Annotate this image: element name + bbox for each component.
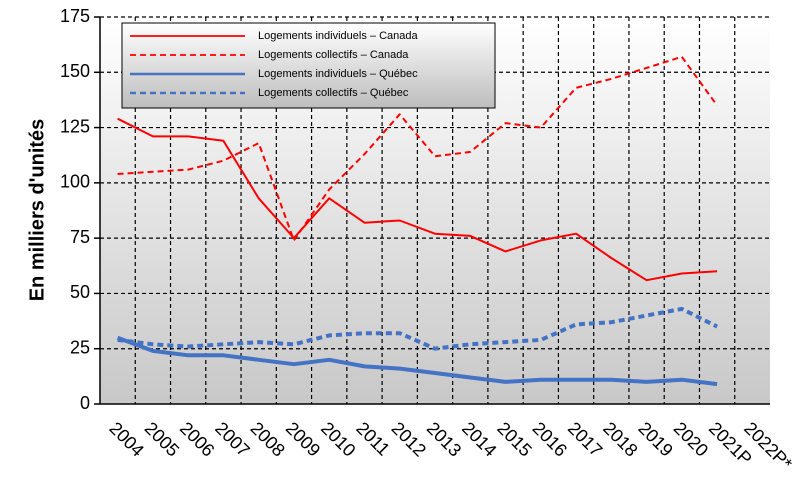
y-axis-label: En milliers d'unités xyxy=(26,119,48,302)
x-tick-label: 2005 xyxy=(141,418,183,460)
x-tick-label: 2012 xyxy=(388,418,430,460)
y-tick-label: 0 xyxy=(80,393,90,413)
x-tick-label: 2015 xyxy=(493,418,535,460)
x-tick-label: 2020 xyxy=(670,418,712,460)
x-tick-label: 2008 xyxy=(246,418,288,460)
legend-label: Logements individuels – Québec xyxy=(258,68,418,80)
x-tick-label: 2009 xyxy=(282,418,324,460)
x-tick-label: 2013 xyxy=(423,418,465,460)
y-tick-label: 100 xyxy=(60,172,90,192)
x-tick-label: 2007 xyxy=(211,418,253,460)
series-line xyxy=(116,335,718,387)
y-tick-label: 25 xyxy=(70,337,90,357)
series-line xyxy=(117,306,718,351)
x-tick-label: 2011 xyxy=(352,418,394,460)
x-tick-label: 2019 xyxy=(634,418,676,460)
x-tick-label: 2004 xyxy=(105,418,147,460)
y-tick-label: 75 xyxy=(70,227,90,247)
legend-label: Logements collectifs – Canada xyxy=(258,49,409,61)
x-tick-label: 2018 xyxy=(599,418,641,460)
y-tick-label: 50 xyxy=(70,282,90,302)
x-tick-label: 2016 xyxy=(529,418,571,460)
y-tick-label: 125 xyxy=(60,116,90,136)
x-tick-label: 2006 xyxy=(176,418,218,460)
series-line xyxy=(117,117,718,282)
x-tick-label: 2022P* xyxy=(740,418,796,474)
x-tick-label: 2010 xyxy=(317,418,359,460)
series-line xyxy=(117,55,718,242)
x-tick-label: 2017 xyxy=(564,418,606,460)
legend-label: Logements collectifs – Québec xyxy=(258,87,409,99)
x-tick-label: 2014 xyxy=(458,418,500,460)
y-tick-label: 175 xyxy=(60,6,90,26)
legend-label: Logements individuels – Canada xyxy=(258,30,418,42)
y-tick-label: 150 xyxy=(60,61,90,81)
